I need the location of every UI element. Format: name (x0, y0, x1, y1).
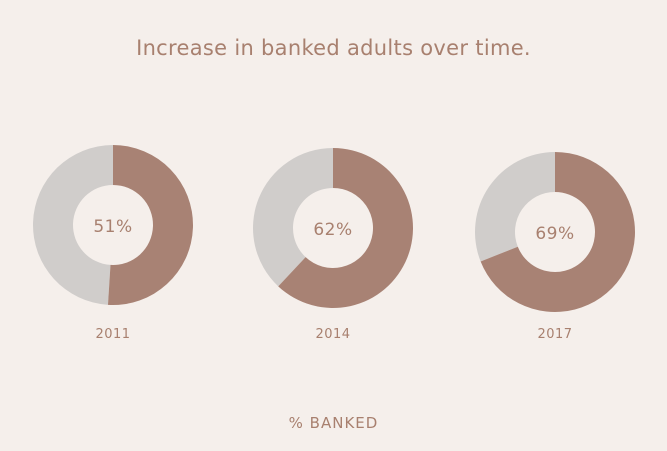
year-label: 2017 (537, 327, 572, 342)
donut-2014: 62% 2014 (252, 148, 414, 342)
year-label: 2014 (315, 327, 350, 342)
unbanked-slice (252, 148, 333, 287)
banked-slice (278, 148, 414, 308)
chart-title: Increase in banked adults over time. (136, 36, 531, 60)
banked-slice (107, 145, 194, 305)
value-label: 62% (313, 220, 352, 240)
banked-slice (480, 152, 635, 312)
unbanked-slice (475, 152, 555, 262)
year-label: 2011 (95, 327, 130, 342)
donut-2017: 69% 2017 (475, 152, 635, 342)
footer-label: % BANKED (288, 414, 379, 432)
unbanked-slice (33, 145, 113, 305)
donut-2011: 51% 2011 (33, 145, 194, 342)
value-label: 69% (535, 224, 574, 244)
value-label: 51% (93, 217, 132, 237)
